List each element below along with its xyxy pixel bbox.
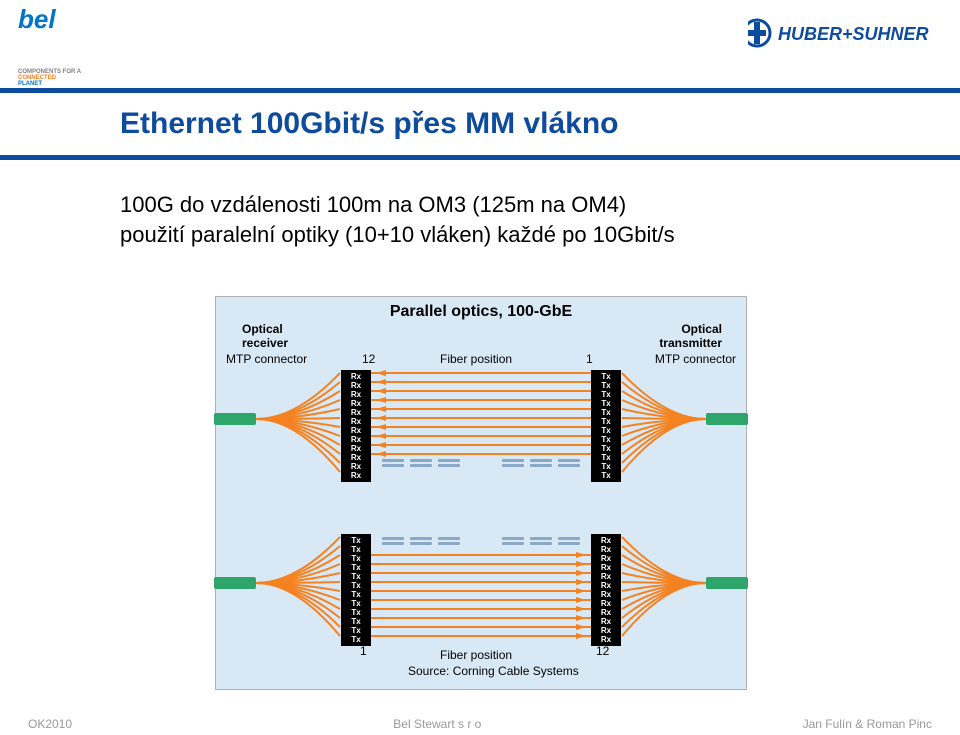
body-line2: použití paralelní optiky (10+10 vláken) … [120,220,675,250]
fiber-fans-bottom [216,521,746,721]
page-title: Ethernet 100Gbit/s přes MM vlákno [120,107,618,140]
pin-label: Rx [591,573,621,581]
pin-label: Rx [341,472,371,480]
body-line1: 100G do vzdálenosti 100m na OM3 (125m na… [120,190,675,220]
lbl-receiver: receiver [242,336,288,350]
dashes-bot-left [382,537,460,545]
bel-logo: bel COMPONENTS FOR A CONNECTED PLANET [18,6,98,87]
pin-label: Rx [341,436,371,444]
optical-receiver-label: Optical receiver [242,323,288,351]
lbl-transmitter: transmitter [659,336,722,350]
pin-label: Rx [591,609,621,617]
pin-label: Rx [341,454,371,462]
title-bar-main: Ethernet 100Gbit/s přes MM vlákno [0,93,960,155]
pin-label: Rx [591,546,621,554]
pin-label: Rx [591,555,621,563]
pin-label: Tx [341,537,371,545]
pin-label: Rx [591,564,621,572]
pin-label: Rx [341,427,371,435]
pin-label: Tx [591,427,621,435]
pin-label: Tx [341,627,371,635]
pin-label: Rx [341,373,371,381]
pin-label: Tx [341,618,371,626]
hubersuhner-logo: HUBER+SUHNER [748,16,938,57]
pin-label: Tx [341,564,371,572]
pin-label: Tx [341,555,371,563]
pin-label: Tx [591,382,621,390]
lbl-optical-r: Optical [681,322,722,336]
title-bar-bottom-rule [0,155,960,160]
tx-block-top: TxTxTxTxTxTxTxTxTxTxTxTx [591,370,621,482]
footer-right: Jan Fulín & Roman Pinc [803,717,932,731]
pin-label: Tx [341,546,371,554]
fiber-pos-bottom: Fiber position [440,649,512,663]
pin-label: Tx [591,445,621,453]
num12-bottom: 12 [596,645,609,659]
pin-label: Tx [591,454,621,462]
rx-block-bottom: RxRxRxRxRxRxRxRxRxRxRxRx [591,534,621,646]
diagram: Parallel optics, 100-GbE Optical receive… [215,296,747,690]
pin-label: Rx [591,591,621,599]
pin-label: Tx [341,609,371,617]
pin-label: Rx [591,600,621,608]
footer: OK2010 Bel Stewart s r o Jan Fulín & Rom… [0,717,960,731]
svg-text:HUBER+SUHNER: HUBER+SUHNER [778,24,929,44]
header: bel COMPONENTS FOR A CONNECTED PLANET HU… [0,0,960,80]
pin-label: Tx [341,591,371,599]
title-bar: Ethernet 100Gbit/s přes MM vlákno [0,88,960,160]
num1-bottom: 1 [360,645,367,659]
pin-label: Tx [591,472,621,480]
bel-logo-text: bel [18,6,56,34]
pin-label: Tx [591,391,621,399]
rx-block-top: RxRxRxRxRxRxRxRxRxRxRxRx [341,370,371,482]
lbl-optical-l: Optical [242,322,283,336]
pin-label: Tx [591,400,621,408]
pin-label: Tx [591,463,621,471]
pin-label: Rx [341,418,371,426]
pin-label: Tx [591,409,621,417]
dashes-top-left [382,459,460,467]
optical-transmitter-label: Optical transmitter [659,323,722,351]
pin-label: Rx [591,537,621,545]
pin-label: Tx [341,636,371,644]
diagram-title: Parallel optics, 100-GbE [216,303,746,321]
pin-label: Rx [341,409,371,417]
pin-label: Tx [591,418,621,426]
tagline3: PLANET [18,81,42,87]
pin-label: Tx [341,582,371,590]
pin-label: Rx [591,636,621,644]
diagram-source: Source: Corning Cable Systems [408,665,579,679]
tx-block-bottom: TxTxTxTxTxTxTxTxTxTxTxTx [341,534,371,646]
pin-label: Tx [591,436,621,444]
pin-label: Tx [591,373,621,381]
footer-center: Bel Stewart s r o [393,717,481,731]
pin-label: Rx [591,627,621,635]
pin-label: Rx [341,391,371,399]
pin-label: Tx [341,600,371,608]
pin-label: Rx [341,400,371,408]
dashes-bot-right [502,537,580,545]
footer-left: OK2010 [28,717,72,731]
pin-label: Tx [341,573,371,581]
dashes-top-right [502,459,580,467]
pin-label: Rx [341,382,371,390]
pin-label: Rx [591,618,621,626]
pin-label: Rx [591,582,621,590]
pin-label: Rx [341,463,371,471]
body-text: 100G do vzdálenosti 100m na OM3 (125m na… [120,190,675,249]
pin-label: Rx [341,445,371,453]
